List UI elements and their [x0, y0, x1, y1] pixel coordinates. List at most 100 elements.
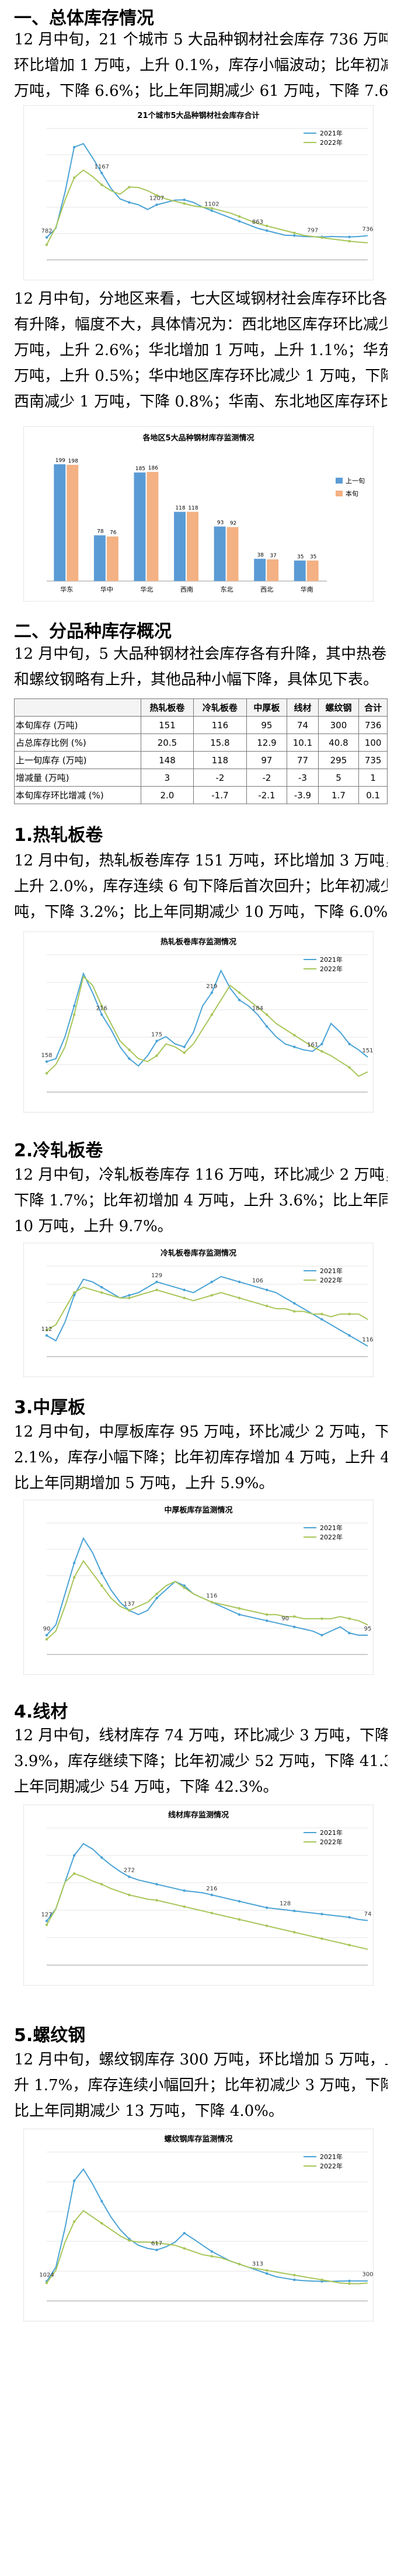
bar-value-label: 199: [55, 458, 65, 464]
data-label: 782: [41, 228, 52, 235]
data-label: 617: [151, 2241, 162, 2247]
paragraph-plate: 12 月中旬，中厚板库存 95 万吨，环比减少 2 万吨，下降 2.1%，库存小…: [14, 1419, 388, 1496]
text-line: 比上年同期减少 13 万吨，下降 4.0%。: [14, 2102, 284, 2120]
data-label: 106: [252, 1278, 263, 1284]
data-label: 74: [364, 1911, 372, 1918]
section-heading-cold-rolled: 2.冷轧板卷: [14, 1141, 103, 1161]
data-point: [348, 1944, 351, 1946]
table-cell: 上一旬库存 (万吨): [14, 751, 141, 769]
data-point: [128, 1048, 131, 1051]
data-point: [348, 1632, 351, 1635]
bar-value-label: 186: [148, 465, 158, 471]
data-point: [293, 234, 296, 237]
data-label: 219: [206, 983, 217, 990]
table-cell: 本旬库存环比增减 (%): [14, 786, 141, 804]
data-point: [210, 1601, 214, 1604]
data-point: [265, 1013, 269, 1016]
table-cell: -3: [287, 769, 319, 787]
table-cell: 116: [193, 716, 247, 734]
data-point: [72, 1562, 76, 1565]
table-cell: -3.9: [287, 786, 319, 804]
data-point: [210, 1911, 214, 1915]
series-line-0: [46, 969, 368, 1067]
data-point: [210, 1294, 214, 1297]
category-label: 东北: [221, 586, 233, 593]
text-line: 12 月中旬，热轧板卷库存 151 万吨，环比增加 3 万吨，: [14, 852, 388, 870]
table-row: 上一旬库存 (万吨) 148 118 97 77 295 735: [14, 751, 388, 769]
data-label: 116: [362, 1337, 373, 1343]
table-cell: 97: [246, 751, 288, 769]
data-point: [155, 2241, 158, 2244]
bar: [306, 560, 319, 581]
data-point: [155, 2248, 158, 2251]
text-line: 万吨，上升 2.6%；华北增加 1 万吨，上升 1.1%；华东增加 1: [14, 342, 388, 359]
data-point: [210, 1280, 214, 1284]
data-point: [265, 229, 269, 232]
bar: [134, 472, 146, 581]
data-point: [100, 1572, 103, 1575]
text-line: 西南减少 1 万吨，下降 0.8%；华南、东北地区库存环比持平。: [14, 393, 388, 411]
text-line: 万吨，上升 0.5%；华中地区库存环比减少 1 万吨，下降 1.3%；: [14, 367, 388, 385]
table-row: 增减量 (万吨) 3 -2 -2 -3 5 1: [14, 769, 388, 787]
bar: [67, 465, 79, 581]
data-point: [45, 1923, 48, 1927]
data-point: [210, 207, 214, 210]
chart-title: 各地区5大品种钢材库存监测情况: [142, 433, 254, 443]
data-point: [265, 1613, 269, 1616]
legend-label: 2022年: [320, 1533, 343, 1541]
legend-label: 2021年: [320, 955, 343, 964]
data-point: [348, 1334, 351, 1337]
data-label: 736: [362, 227, 373, 233]
data-point: [348, 1916, 351, 1919]
bar: [147, 472, 159, 581]
legend-swatch: [336, 478, 343, 484]
variety-inventory-table: 热轧板卷 冷轧板卷 中厚板 线材 螺纹钢 合计 本旬库存 (万吨) 151 11…: [14, 698, 388, 804]
data-point: [128, 1875, 131, 1878]
paragraph-hot-rolled: 12 月中旬，热轧板卷库存 151 万吨，环比增加 3 万吨， 上升 2.0%，…: [14, 848, 388, 925]
table-row: 本旬库存环比增减 (%) 2.0 -1.7 -2.1 -3.9 1.7 0.1: [14, 786, 388, 804]
table-row: 本旬库存 (万吨) 151 116 95 74 300 736: [14, 716, 388, 734]
data-point: [320, 1318, 323, 1321]
paragraph-rebar: 12 月中旬，螺纹钢库存 300 万吨，环比增加 5 万吨，上 升 1.7%，库…: [14, 2047, 388, 2124]
data-label: 137: [124, 1601, 135, 1608]
table-cell: 15.8: [193, 733, 247, 752]
bar: [226, 527, 239, 581]
bar: [294, 560, 306, 581]
text-line: 12 月中旬，分地区来看，七大区域钢材社会库存环比各: [14, 290, 388, 308]
legend-label: 2021年: [320, 1828, 343, 1837]
table-cell: 148: [140, 751, 194, 769]
data-point: [183, 1296, 186, 1299]
legend-label: 2022年: [320, 1838, 343, 1846]
text-line: 环比增加 1 万吨，上升 0.1%，库存小幅波动；比年初减少 52: [14, 57, 388, 74]
chart-total-inventory: 21个城市5大品种钢材社会库存合计 2021年 2022年 782 1167 1207 11…: [23, 105, 374, 280]
data-label: 797: [307, 227, 318, 234]
data-point: [155, 1288, 158, 1292]
data-point: [155, 194, 158, 197]
data-point: [320, 2278, 323, 2282]
data-point: [238, 1280, 241, 1284]
text-line: 上升 2.0%，库存连续 6 旬下降后首次回升；比年初减少 5 万: [14, 878, 388, 895]
bar-value-label: 93: [217, 520, 224, 526]
text-line: 万吨，下降 6.6%；比上年同期减少 61 万吨，下降 7.6%。: [14, 82, 388, 100]
chart-rebar: 螺纹钢库存监测情况 2021年 2022年 1024 617 313 300: [23, 2129, 374, 2321]
data-point: [72, 1576, 76, 1579]
data-point: [320, 1913, 323, 1916]
table-cell: 735: [358, 751, 388, 769]
series-line-0: [46, 1275, 368, 1347]
category-label: 华东: [60, 585, 73, 593]
data-point: [320, 1617, 323, 1620]
data-point: [265, 224, 269, 228]
data-point: [238, 999, 241, 1002]
table-cell: 40.8: [318, 733, 360, 752]
data-point: [155, 1280, 158, 1284]
data-label: 127: [41, 1911, 52, 1918]
table-header-cell: 线材: [287, 698, 319, 717]
data-point: [100, 2222, 103, 2225]
chart-title: 冷轧板卷库存监测情况: [161, 1249, 236, 1258]
table-cell: 300: [318, 716, 360, 734]
data-point: [45, 1060, 48, 1063]
chart-title: 中厚板库存监测情况: [164, 1506, 232, 1515]
data-point: [100, 1856, 103, 1859]
data-label: 161: [307, 1042, 318, 1048]
